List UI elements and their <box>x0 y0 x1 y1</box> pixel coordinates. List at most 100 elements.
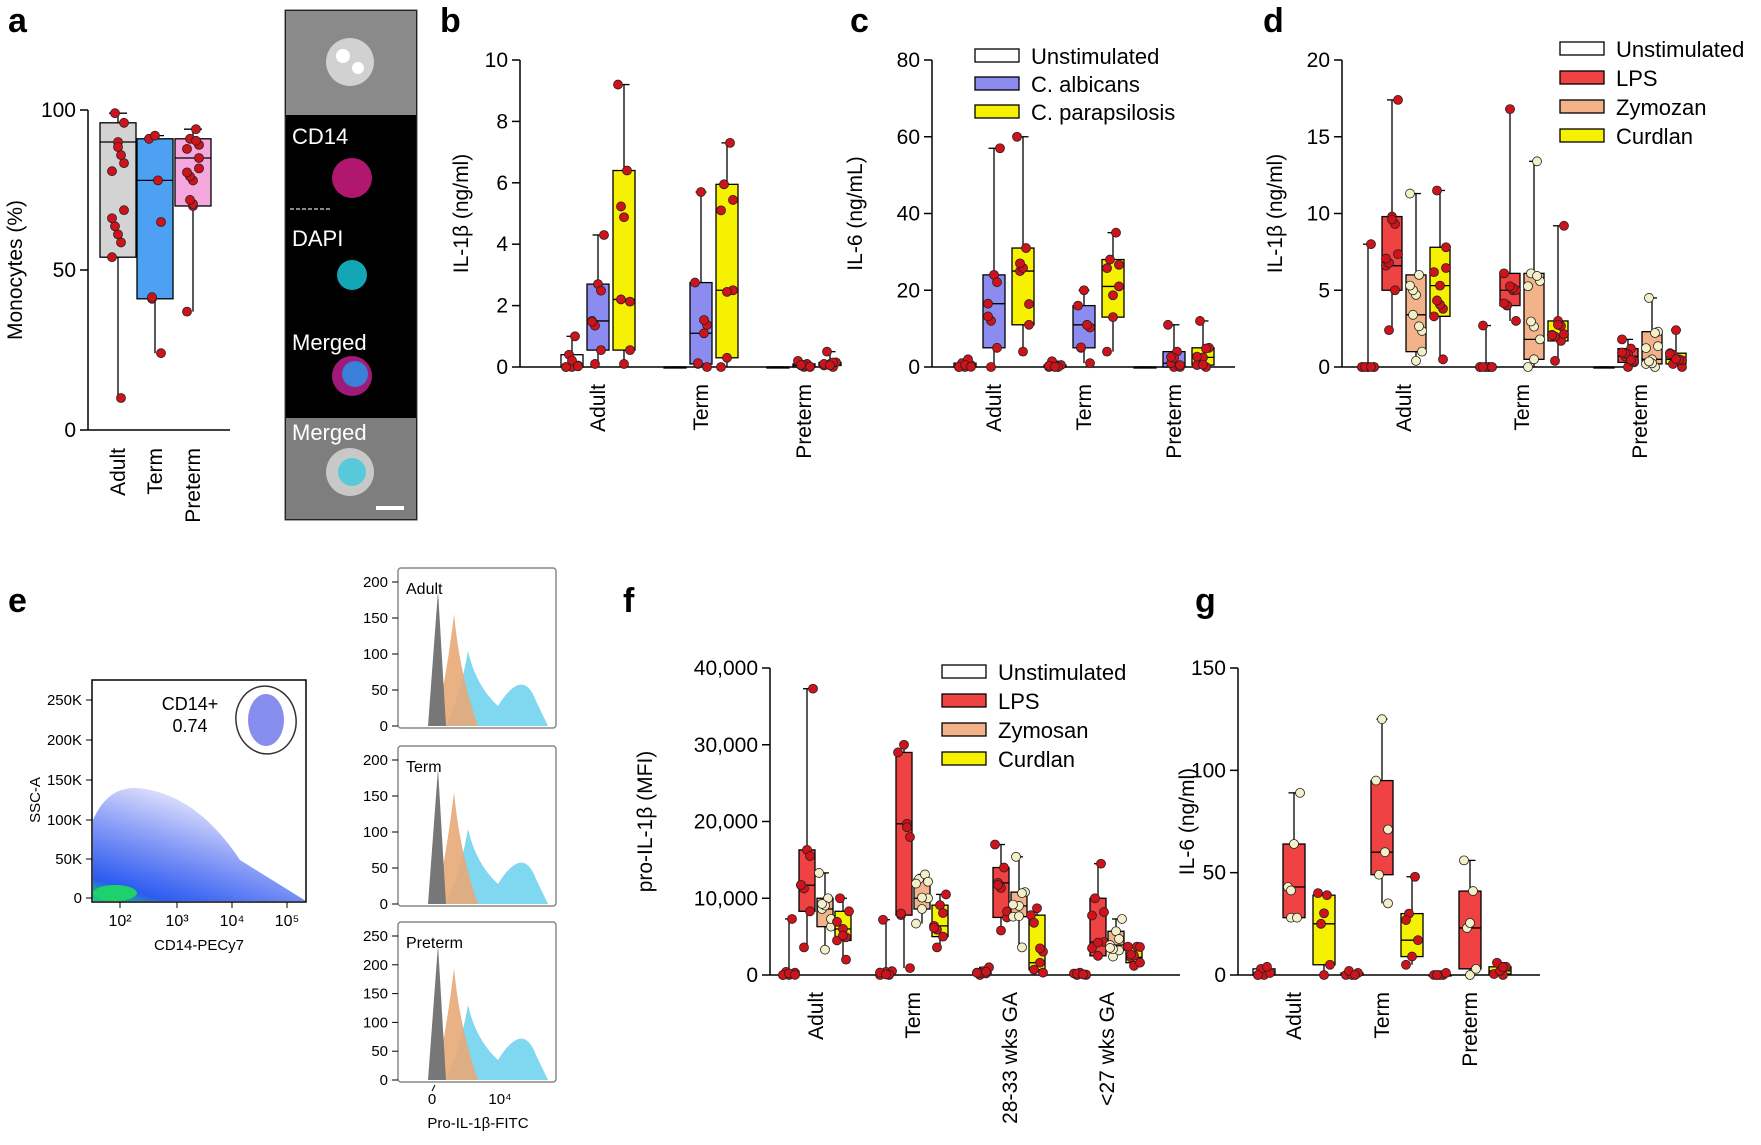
y-axis-label: IL-6 (ng/mL) <box>844 156 867 270</box>
data-point <box>917 904 927 914</box>
data-point <box>1319 970 1329 980</box>
data-point <box>1008 899 1018 910</box>
y-tick-label: 30,000 <box>694 734 758 757</box>
scatter-xlabel: CD14-PECy7 <box>154 937 244 954</box>
data-point <box>110 108 120 119</box>
box <box>1312 894 1336 966</box>
data-point <box>561 362 571 372</box>
data-point <box>986 362 996 372</box>
data-point <box>899 739 909 750</box>
data-point <box>911 878 921 889</box>
data-point <box>625 345 635 356</box>
data-point <box>719 179 729 190</box>
data-point <box>1079 285 1089 296</box>
y-tick-label: 20 <box>1307 49 1330 72</box>
histogram-control <box>428 945 446 1080</box>
data-point <box>1499 268 1509 279</box>
data-point <box>716 362 726 372</box>
data-point <box>1468 886 1478 896</box>
y-tick-label: 6 <box>496 172 508 195</box>
data-point <box>992 342 1002 353</box>
data-point <box>156 348 166 359</box>
category-label: 28-33 wks GA <box>999 992 1022 1124</box>
data-point <box>805 906 815 917</box>
data-point <box>1029 964 1039 975</box>
data-point <box>1383 898 1393 909</box>
data-point <box>1029 917 1039 928</box>
y-tick-label: 60 <box>897 126 920 149</box>
data-point <box>1432 185 1442 196</box>
data-point <box>150 130 160 141</box>
data-point <box>1289 839 1299 849</box>
data-point <box>1371 775 1381 786</box>
data-point <box>1135 957 1145 968</box>
y-tick-label: 5 <box>1318 279 1330 302</box>
data-point <box>1192 351 1202 362</box>
data-point <box>917 892 927 903</box>
data-point <box>902 822 912 833</box>
data-point <box>1465 970 1475 980</box>
y-tick-label: 10 <box>485 49 508 72</box>
chart-a: 0 50 100 Monocytes (%) Adult Term Preterm <box>4 99 230 523</box>
data-point <box>1050 361 1060 372</box>
data-point <box>191 124 201 135</box>
data-point <box>938 931 948 942</box>
y-tick-label: 4 <box>496 233 508 256</box>
panel-label-f: f <box>623 582 635 620</box>
data-point <box>599 230 609 240</box>
hist-y-tick-label: 100 <box>363 824 388 841</box>
category-label: Preterm <box>1629 384 1652 459</box>
legend-label: Curdlan <box>998 747 1075 772</box>
data-point <box>1414 269 1424 280</box>
y-axis-label: Monocytes (%) <box>4 200 27 340</box>
data-point <box>1499 298 1509 309</box>
data-point <box>1526 316 1536 327</box>
data-point <box>1410 871 1420 882</box>
data-point <box>1459 855 1469 866</box>
scatter-y-tick-label: 50K <box>55 851 82 868</box>
data-point <box>787 914 797 924</box>
scatter-ticks: 0 50K 100K 150K 200K 250K 10² 10³ 10⁴ 10⁵ <box>47 692 299 930</box>
gate-value: 0.74 <box>172 716 207 736</box>
y-tick-label: 100 <box>41 99 76 122</box>
y-tick-label: 0 <box>1318 356 1330 379</box>
data-point <box>896 908 906 919</box>
data-point <box>1671 354 1681 364</box>
category-label: Term <box>1371 992 1394 1039</box>
data-point <box>625 296 635 307</box>
data-point <box>156 217 166 227</box>
scatter-x-tick-label: 10⁵ <box>275 913 299 930</box>
data-point <box>1093 950 1103 961</box>
data-point <box>1408 309 1418 320</box>
y-tick-label: 0 <box>746 964 758 987</box>
data-point <box>1478 362 1488 372</box>
data-point <box>1292 912 1302 923</box>
data-point <box>191 135 201 146</box>
data-point <box>182 143 192 154</box>
y-tick-label: 10 <box>1307 203 1330 226</box>
hist-y-tick-label: 150 <box>363 986 388 1003</box>
gate-label: CD14+ <box>162 694 219 714</box>
scatter-y-tick-label: 0 <box>74 890 82 907</box>
data-point <box>1011 851 1021 862</box>
data-point <box>911 918 921 929</box>
box <box>612 169 636 351</box>
data-point <box>616 201 626 212</box>
histogram-fmo <box>436 968 478 1080</box>
category-label: Adult <box>1393 384 1416 432</box>
data-point <box>1407 951 1417 962</box>
data-point <box>107 213 117 224</box>
scatter-y-tick-label: 150K <box>47 772 82 789</box>
cd14-population <box>248 694 284 746</box>
category-label: Adult <box>107 448 130 496</box>
panel-label-b: b <box>440 2 461 40</box>
data-point <box>1366 362 1376 372</box>
scatter-y-tick-label: 250K <box>47 692 82 709</box>
data-point <box>796 879 806 890</box>
legend-swatch <box>1559 128 1605 143</box>
data-point <box>844 906 854 917</box>
y-tick-label: 50 <box>1203 862 1226 885</box>
data-point <box>1653 341 1663 352</box>
data-point <box>570 331 580 342</box>
data-point <box>1644 293 1654 303</box>
